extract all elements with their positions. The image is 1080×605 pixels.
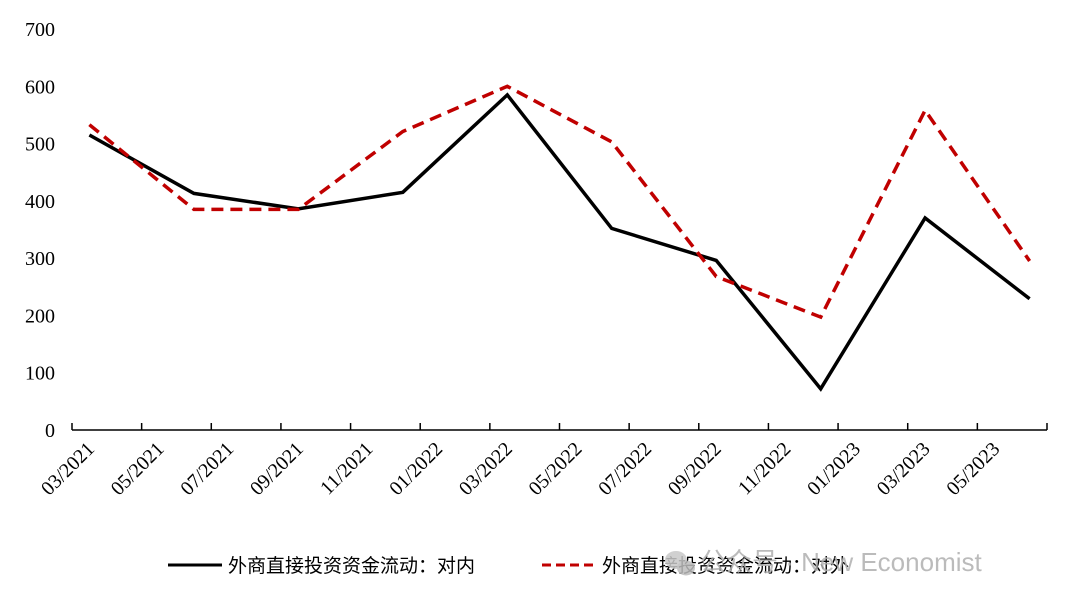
x-tick-label: 09/2021 [246, 438, 308, 500]
watermark-text: 公众号 · New Economist [700, 547, 982, 577]
x-tick-label: 07/2021 [176, 438, 238, 500]
series-line-outbound [88, 84, 1032, 320]
y-tick-label: 200 [25, 305, 55, 327]
x-tick-label: 05/2021 [107, 438, 169, 500]
y-tick-label: 100 [25, 363, 55, 385]
x-tick-label: 01/2022 [385, 438, 447, 500]
x-tick-label: 07/2022 [594, 438, 656, 500]
x-tick-label: 05/2022 [525, 438, 587, 500]
x-tick-label: 09/2022 [664, 438, 726, 500]
wechat-icon [665, 551, 695, 576]
series-line-inbound [88, 92, 1031, 392]
y-tick-label: 300 [25, 248, 55, 270]
legend-item-inbound: 外商直接投资资金流动：对内 [168, 555, 475, 577]
x-tick-label: 11/2022 [734, 438, 795, 499]
y-tick-label: 400 [25, 191, 55, 213]
y-tick-label: 500 [25, 134, 55, 156]
legend-label-outbound: 外商直接投资资金流动：对外 [602, 555, 849, 577]
legend: 外商直接投资资金流动：对内 外商直接投资资金流动：对外 [168, 555, 849, 577]
legend-item-outbound: 外商直接投资资金流动：对外 [542, 555, 849, 577]
y-tick-label: 0 [45, 420, 55, 442]
series-layer [88, 84, 1032, 392]
x-tick-label: 05/2023 [942, 438, 1004, 500]
y-axis-ticks: 0 100 200 300 400 500 600 700 [25, 19, 55, 442]
x-axis-tick-labels: 03/2021 05/2021 07/2021 09/2021 11/2021 01/20… [37, 438, 1004, 500]
y-tick-label: 600 [25, 76, 55, 98]
x-axis-ticks [71, 423, 1048, 430]
y-tick-label: 700 [25, 19, 55, 41]
x-tick-label: 01/2023 [803, 438, 865, 500]
watermark: 公众号 · New Economist [665, 547, 982, 577]
x-tick-label: 03/2023 [873, 438, 935, 500]
x-tick-label: 03/2022 [455, 438, 517, 500]
legend-label-inbound: 外商直接投资资金流动：对内 [228, 555, 475, 577]
x-tick-label: 11/2021 [316, 438, 377, 499]
x-tick-label: 03/2021 [37, 438, 99, 500]
